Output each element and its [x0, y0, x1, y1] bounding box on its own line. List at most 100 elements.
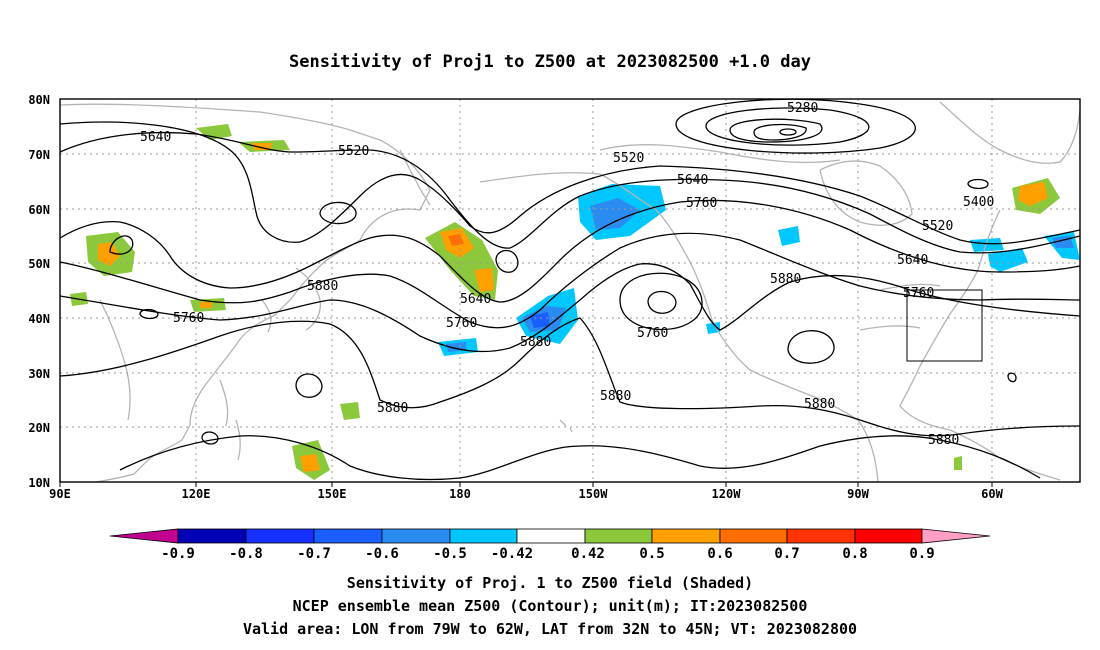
- contour-label: 5880: [600, 389, 631, 404]
- colorbar-label: 0.6: [707, 546, 732, 562]
- shade-negative: [970, 238, 1004, 252]
- contour-line: [619, 272, 703, 330]
- contour-line: [729, 118, 823, 143]
- lat-labels: 80N 70N 60N 50N 40N 30N 20N 10N: [28, 93, 50, 490]
- lon-labels: 90E 120E 150E 180 150W 120W 90W 60W: [49, 487, 1003, 501]
- contour-label: 5880: [307, 279, 338, 294]
- colorbar-label: 0.9: [909, 546, 934, 562]
- contour-line: [1007, 372, 1017, 383]
- contour-line: [779, 128, 797, 136]
- contour-line: [787, 330, 835, 364]
- colorbar-label: 0.5: [639, 546, 664, 562]
- contour-line: [59, 263, 1081, 353]
- colorbar-label: -0.5: [433, 546, 467, 562]
- contour-label: 5760: [446, 316, 477, 331]
- contour-line: [59, 121, 1081, 245]
- contour-line: [647, 290, 677, 314]
- axis-ticks: [59, 482, 993, 487]
- colorbar-label: -0.9: [161, 546, 195, 562]
- lat-label: 40N: [28, 312, 50, 326]
- contour-line: [967, 178, 989, 190]
- contour-label: 5880: [377, 401, 408, 416]
- valid-area-box: [906, 289, 983, 362]
- contour-label: 5640: [460, 292, 491, 307]
- colorbar: -0.9 -0.8 -0.7 -0.6 -0.5 -0.42 0.42 0.5 …: [109, 528, 991, 562]
- contour-line: [705, 107, 870, 146]
- shade-positive-core: [98, 242, 120, 266]
- lat-label: 50N: [28, 257, 50, 271]
- shade-positive-core: [474, 268, 494, 292]
- lon-label: 120E: [182, 487, 211, 501]
- lon-label: 150W: [579, 487, 609, 501]
- contour-line: [59, 199, 1081, 303]
- coast-philippines: [219, 379, 241, 461]
- colorbar-high-arrow: [921, 528, 991, 544]
- shade-positive: [954, 456, 962, 470]
- coast-indochina: [99, 299, 131, 421]
- contour-label: 5760: [173, 311, 204, 326]
- contour-label: 5760: [686, 196, 717, 211]
- contour-line: [59, 317, 1081, 437]
- lon-label: 90W: [847, 487, 869, 501]
- z500-contours: [59, 98, 1081, 481]
- colorbar-label: -0.8: [229, 546, 263, 562]
- colorbar-label: 0.7: [774, 546, 799, 562]
- colorbar-low-arrow: [109, 528, 179, 544]
- lon-label: 150E: [318, 487, 347, 501]
- colorbar-cell: [449, 528, 518, 544]
- contour-line: [201, 431, 219, 445]
- contour-label: 5640: [677, 173, 708, 188]
- shade-positive-core: [1018, 182, 1048, 206]
- map-frame: [59, 98, 1081, 483]
- shade-positive-core: [300, 454, 320, 472]
- shade-negative: [706, 322, 720, 334]
- contour-label: 5640: [897, 253, 928, 268]
- colorbar-cell: [854, 528, 923, 544]
- lat-label: 70N: [28, 148, 50, 162]
- shade-positive-core: [200, 302, 212, 308]
- contour-labels: 5640 5520 5280 5520 5640 5760 5400 5520 …: [140, 101, 994, 448]
- colorbar-cell: [651, 528, 721, 544]
- contour-label: 5880: [520, 335, 551, 350]
- colorbar-cell: [719, 528, 788, 544]
- contour-line: [495, 249, 519, 273]
- coast-arctic: [599, 144, 841, 164]
- contour-line: [295, 373, 323, 398]
- lat-label: 80N: [28, 93, 50, 107]
- figure-title: Sensitivity of Proj1 to Z500 at 20230825…: [289, 52, 811, 72]
- colorbar-label: -0.42: [491, 546, 533, 562]
- contour-line: [319, 201, 357, 225]
- map-panel: 5640 5520 5280 5520 5640 5760 5400 5520 …: [28, 93, 1081, 501]
- lon-label: 180: [449, 487, 471, 501]
- coast-kamchatka: [399, 149, 431, 206]
- lon-label: 120W: [712, 487, 742, 501]
- coast-korea-japan: [261, 267, 322, 333]
- coast-alaska: [479, 172, 879, 483]
- colorbar-cell: [786, 528, 856, 544]
- contour-label: 5640: [140, 130, 171, 145]
- contour-label: 5520: [338, 144, 369, 159]
- lon-label: 90E: [49, 487, 71, 501]
- coast-hudson: [819, 160, 913, 226]
- contour-line: [139, 308, 159, 320]
- shade-negative-core: [590, 198, 640, 230]
- contour-label: 5760: [903, 286, 934, 301]
- caption-valid-area: Valid area: LON from 79W to 62W, LAT fro…: [243, 620, 857, 638]
- contour-label: 5400: [963, 195, 994, 210]
- contour-label: 5880: [804, 397, 835, 412]
- contour-line: [59, 232, 1081, 329]
- contour-label: 5880: [770, 272, 801, 287]
- colorbar-cell: [381, 528, 451, 544]
- contour-line: [675, 98, 916, 154]
- contour-label: 5760: [637, 326, 668, 341]
- caption-shading: Sensitivity of Proj. 1 to Z500 field (Sh…: [347, 574, 753, 592]
- contour-label: 5520: [613, 151, 644, 166]
- lat-label: 20N: [28, 421, 50, 435]
- shade-positive: [340, 402, 360, 420]
- colorbar-label: -0.6: [365, 546, 399, 562]
- contour-line: [109, 235, 134, 255]
- colorbar-cell: [516, 528, 586, 544]
- map-gridlines: [60, 99, 1080, 482]
- lat-label: 10N: [28, 476, 50, 490]
